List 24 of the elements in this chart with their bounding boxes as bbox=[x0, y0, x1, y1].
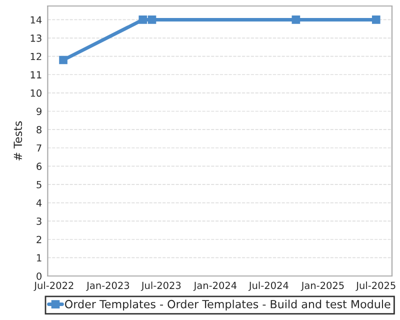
y-tick-label: 13 bbox=[30, 34, 42, 42]
y-tick-label: 7 bbox=[36, 144, 42, 152]
legend-label: Order Templates - Order Templates - Build and test Module bbox=[65, 300, 390, 310]
y-tick-label: 14 bbox=[30, 16, 42, 24]
y-tick-label: 4 bbox=[36, 199, 42, 206]
y-tick-label: 5 bbox=[36, 181, 42, 188]
x-tick-label: Jan-2025 bbox=[300, 282, 344, 291]
x-tick-label: Jul-2024 bbox=[248, 282, 288, 291]
x-tick-label: Jul-2025 bbox=[356, 282, 396, 291]
y-axis-title: # Tests bbox=[14, 121, 22, 160]
y-tick-label: 0 bbox=[36, 272, 42, 280]
y-tick-label: 9 bbox=[36, 108, 42, 116]
y-tick-label: 12 bbox=[30, 52, 42, 60]
y-tick-label: 6 bbox=[36, 162, 42, 170]
y-tick-label: 10 bbox=[30, 89, 42, 97]
y-tick-label: 1 bbox=[37, 254, 42, 262]
y-tick-label: 2 bbox=[36, 236, 42, 244]
y-tick-label: 3 bbox=[36, 218, 42, 225]
x-tick-label: Jul-2023 bbox=[140, 282, 181, 291]
y-tick-label: 11 bbox=[30, 71, 42, 78]
x-tick-label: Jul-2022 bbox=[34, 282, 74, 291]
x-tick-label: Jan-2024 bbox=[193, 282, 237, 291]
x-tick-label: Jan-2023 bbox=[86, 282, 130, 291]
y-tick-label: 8 bbox=[36, 126, 42, 134]
